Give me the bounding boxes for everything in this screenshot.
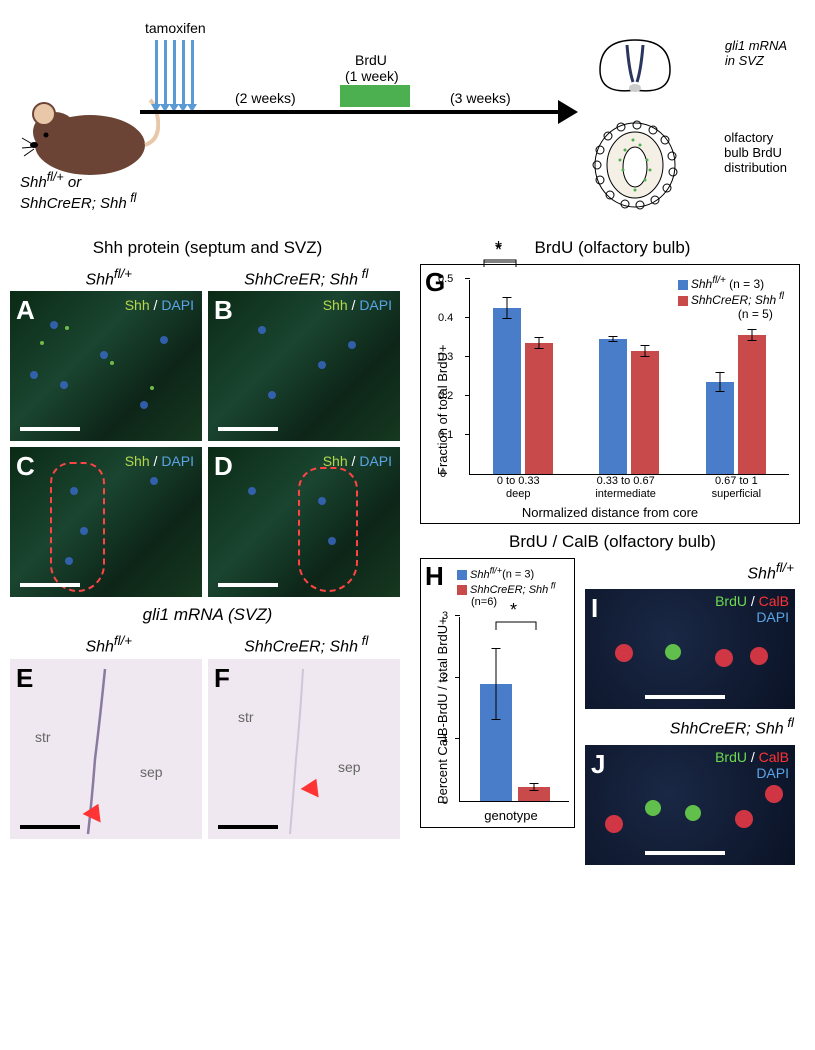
panel-A: A Shh / DAPI [10,291,202,441]
panel-C: C Shh / DAPI [10,447,202,597]
chartG-ylabel: Fraction of total BrdU+ [435,345,450,475]
coronal-section-icon [585,30,685,110]
figure-root: Shhfl/+ or ShhCreER; Shh fl tamoxifen (2… [10,10,805,865]
scalebar-E [20,825,80,829]
experimental-schematic: Shhfl/+ or ShhCreER; Shh fl tamoxifen (2… [10,10,805,210]
hij-title: BrdU / CalB (olfactory bulb) [420,532,805,552]
marker-label-C: Shh / DAPI [125,453,194,469]
gap2-label: (3 weeks) [450,90,511,106]
panel-F: F str sep [208,659,400,839]
scalebar-I [645,695,725,699]
brdu-block [340,85,410,107]
tamoxifen-label: tamoxifen [145,20,206,36]
dashed-outline-D [298,467,358,592]
scalebar-A [20,427,80,431]
panel-B: B Shh / DAPI [208,291,400,441]
svz-label: gli1 mRNAin SVZ [725,38,787,68]
panel-J: J BrdU / CalBDAPI [585,745,795,865]
marker-label-J: BrdU / CalBDAPI [715,749,789,781]
ob-label: olfactorybulb BrdUdistribution [724,130,787,175]
chartG-cat0: 0 to 0.33deep [497,475,540,501]
I-genotype: Shhfl/+ [585,560,800,583]
chartH-sig: * [480,612,550,639]
str-label-F: str [238,709,254,725]
abcd-title: Shh protein (septum and SVZ) [10,238,405,258]
dashed-outline-C [50,462,105,592]
marker-label-B: Shh / DAPI [323,297,392,313]
chartG-group-1 [599,339,659,474]
marker-label-D: Shh / DAPI [323,453,392,469]
scalebar-B [218,427,278,431]
chartH-xlabel: genotype [451,808,571,823]
marker-label-A: Shh / DAPI [125,297,194,313]
chartH-ylabel: Percent CalB-BrdU / total BrdU+ [435,617,450,804]
str-label-E: str [35,729,51,745]
ob-schematic-icon [585,120,685,215]
chartG-cat1: 0.33 to 0.67intermediate [595,475,656,501]
scalebar-D [218,583,278,587]
scalebar-J [645,851,725,855]
brdu-label: BrdU [355,52,387,68]
ef-control-title: Shhfl/+ [10,633,208,656]
sep-label-F: sep [338,759,361,775]
chartG-xlabel: Normalized distance from core [421,505,799,520]
panel-D: D Shh / DAPI [208,447,400,597]
J-genotype: ShhCreER; Shh fl [585,715,800,738]
chartG-group-2: * [706,335,766,474]
sep-label-E: sep [140,764,163,780]
scalebar-F [218,825,278,829]
sig-2: * [470,252,530,277]
chartG-cat2: 0.67 to 1superficial [712,475,762,501]
abcd-ko-title: ShhCreER; Shh fl [208,266,406,289]
timeline-arrow [140,110,560,114]
ef-ko-title: ShhCreER; Shh fl [208,633,406,656]
panel-H-chart: H Percent CalB-BrdU / total BrdU+ Shhfl/… [420,558,575,828]
tamoxifen-arrows [155,40,194,105]
gap1-label: (2 weeks) [235,90,296,106]
scalebar-C [20,583,80,587]
ef-title: gli1 mRNA (SVZ) [10,605,405,625]
panel-I: I BrdU / CalBDAPI [585,589,795,709]
schematic-genotype-label: Shhfl/+ or ShhCreER; Shh fl [20,170,160,212]
marker-label-I: BrdU / CalBDAPI [715,593,789,625]
panel-E: E str sep [10,659,202,839]
panel-G-chart: G Fraction of total BrdU+ Shhfl/+ (n = 3… [420,264,800,524]
abcd-control-title: Shhfl/+ [10,266,208,289]
chartG-group-0: * [493,308,553,474]
brdu-duration-label: (1 week) [345,68,399,84]
chartH-legend: Shhfl/+(n = 3) ShhCreER; Shh fl (n=6) [457,565,555,608]
